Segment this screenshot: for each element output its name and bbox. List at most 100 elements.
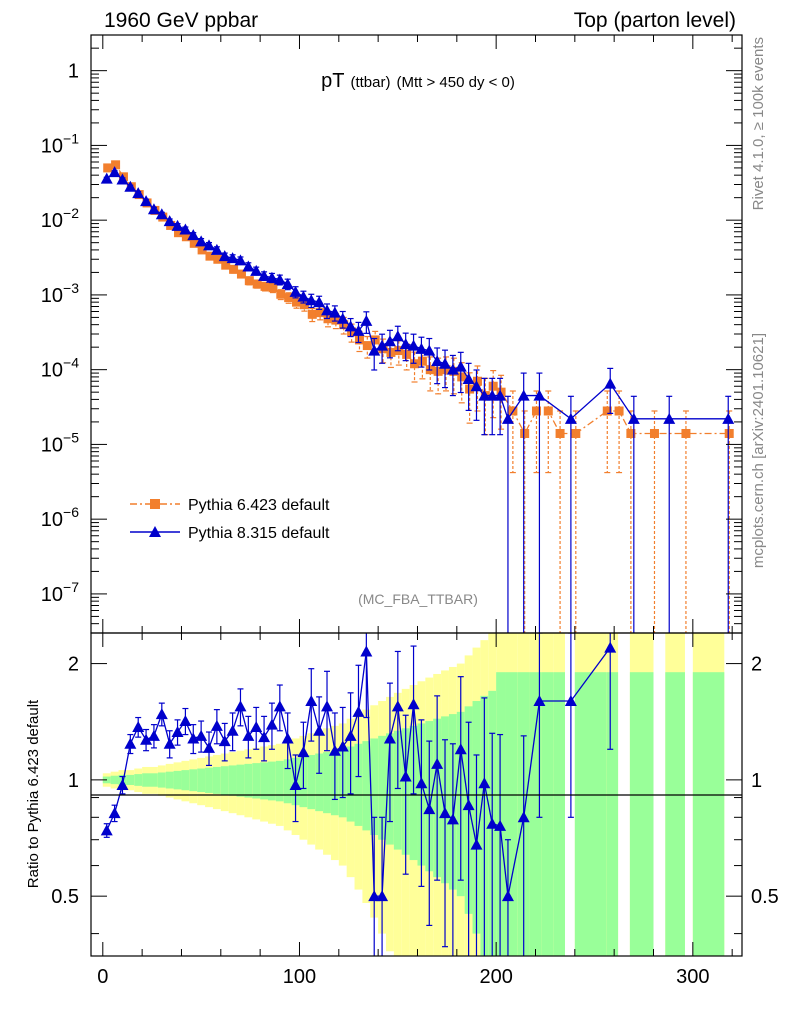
band-1sigma-bin [197,768,206,793]
band-1sigma-bin [354,743,363,826]
mc-marker [132,187,145,199]
ratio-marker [297,746,310,758]
header-right: Top (parton level) [574,9,736,32]
ratio-marker [368,890,381,902]
y-tick-label-ratio-left: 2 [68,654,79,676]
legend-label-ref: Pythia 6.423 default [188,497,330,514]
mc-marker [147,203,160,215]
band-1sigma-bin [220,766,229,795]
ref-marker [236,269,246,279]
y-tick-label-main: 10−2 [41,205,79,232]
band-1sigma-bin [665,672,685,956]
y-tick-label-ratio-left: 1 [68,770,79,792]
plot-title-group: pT (ttbar) (Mtt > 450 dy < 0) [321,70,515,92]
x-tick-label: 100 [283,966,316,988]
mc-marker [250,264,263,276]
ratio-marker [604,641,617,653]
analysis-tag: (MC_FBA_TTBAR) [358,591,478,607]
mc-marker [462,373,475,385]
mc-marker [722,412,735,424]
mc-marker [328,306,341,318]
ref-marker [520,428,530,438]
mc-marker [171,219,184,231]
ref-marker [555,428,565,438]
band-1sigma-bin [236,764,245,797]
band-1sigma-bin [150,773,158,787]
mc-marker [383,335,396,347]
mc-marker [478,389,491,401]
y-tick-label-main: 1 [68,61,79,83]
ref-marker [488,381,498,391]
ref-marker [213,254,223,264]
ref-marker [724,428,734,438]
band-1sigma-bin [283,759,292,804]
mc-marker [234,254,247,266]
ratio-ylabel: Ratio to Pythia 6.423 default [25,699,42,888]
ratio-marker [533,695,546,707]
band-1sigma-bin [165,771,174,789]
legend: Pythia 6.423 default Pythia 8.315 defaul… [130,497,330,542]
ratio-marker [446,813,459,825]
ratio-marker [517,811,530,823]
mc-marker [627,412,640,424]
mc-marker [140,195,153,207]
ratio-marker [383,732,396,744]
y-tick-label-main: 10−5 [41,429,79,456]
ref-marker [197,245,207,255]
mc-marker [454,360,467,372]
mc-marker [289,285,302,297]
main-plot-area [100,160,735,633]
ref-marker [543,406,553,416]
ratio-marker [108,807,121,819]
ratio-marker [305,695,318,707]
ref-marker [284,293,294,303]
ref-marker [386,347,396,357]
mc-marker [116,173,129,185]
mc-marker [407,339,420,351]
legend-marker-mc [149,526,161,537]
y-tick-label-exponent: −1 [63,130,79,146]
mc-marker [336,312,349,324]
ref-marker [417,356,427,366]
mc-marker [124,180,137,192]
mc-marker [439,357,452,369]
x-tick-label: 0 [97,966,108,988]
ratio-marker [486,817,499,829]
mc-marker [195,235,208,247]
y-tick-label-ratio-left: 0.5 [51,886,79,908]
ref-marker [681,428,691,438]
mc-marker [423,344,436,356]
ref-marker [339,320,349,330]
band-1sigma-bin [126,774,135,785]
ratio-marker [171,726,184,738]
band-1sigma-bin [134,774,143,786]
band-1sigma-bin [252,763,261,799]
y-tick-label-base: 10 [41,584,63,606]
ratio-marker [258,731,271,743]
band-1sigma-bin [505,672,518,956]
band-1sigma-bin [268,761,276,801]
y-tick-label-base: 10 [41,434,63,456]
ratio-marker [140,733,153,745]
ref-marker [244,276,254,286]
ref-marker [276,289,286,299]
mc-marker [470,380,483,392]
y-tick-label-base: 10 [41,360,63,382]
mc-marker [344,320,357,332]
mc-marker [305,294,318,306]
ref-marker [229,264,239,274]
ratio-marker [336,740,349,752]
ratio-marker [124,737,137,749]
ref-marker [103,163,113,173]
mc-marker [431,355,444,367]
ratio-marker [179,715,192,727]
ratio-marker [313,724,326,736]
band-1sigma-bin [205,767,213,793]
ratio-marker [242,729,255,741]
ref-marker [370,335,380,345]
mc-marker [218,250,231,262]
band-1sigma-bin [315,753,324,812]
y-tick-label-base: 10 [41,135,63,157]
y-tick-label-ratio-right: 2 [751,654,762,676]
